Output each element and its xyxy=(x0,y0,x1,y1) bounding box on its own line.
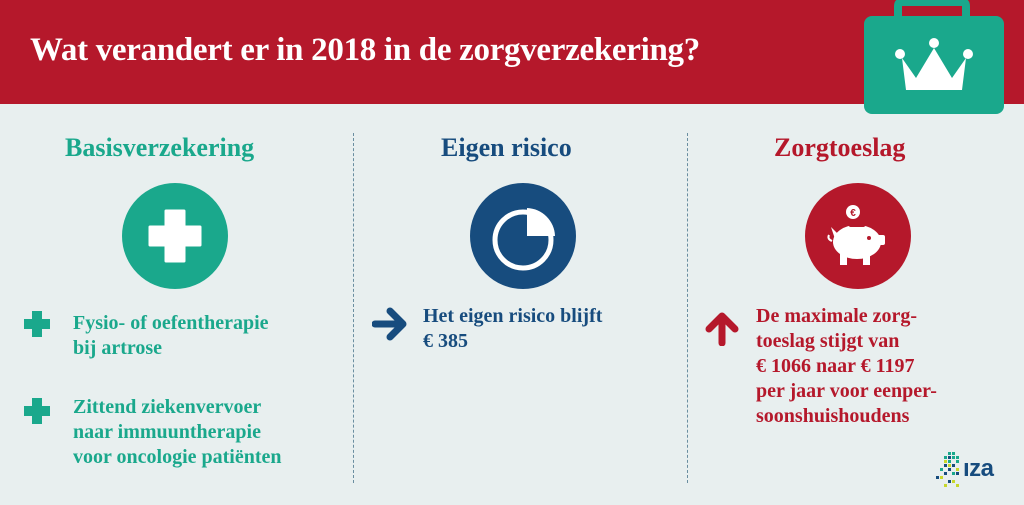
column-title-eigen-risico: Eigen risico xyxy=(441,133,572,162)
column-divider xyxy=(353,133,354,483)
plus-icon xyxy=(24,311,50,337)
bullet-line: € 1066 naar € 1197 xyxy=(756,355,915,377)
bullet-text: Fysio- of oefentherapie bij artrose xyxy=(73,311,269,361)
bullet-line: De maximale zorg- xyxy=(756,305,918,327)
bullet-text: De maximale zorg- toeslag stijgt van € 1… xyxy=(756,304,937,429)
column-title-zorgtoeslag: Zorgtoeslag xyxy=(774,133,906,162)
bullet-line: Zittend ziekenvervoer xyxy=(73,396,262,418)
bullet-line: voor oncologie patiënten xyxy=(73,446,282,468)
bullet-text: Het eigen risico blijft € 385 xyxy=(423,304,602,354)
bullet-line: per jaar voor eenper- xyxy=(756,380,937,402)
netherlands-dots-icon xyxy=(936,452,959,487)
piggy-bank-icon: € xyxy=(805,183,911,289)
bullet-line: Fysio- of oefentherapie xyxy=(73,312,269,334)
iza-logo: ıza xyxy=(963,455,994,482)
plus-icon xyxy=(24,398,50,424)
column-divider xyxy=(687,133,688,483)
bullet-text: Zittend ziekenvervoer naar immuuntherapi… xyxy=(73,395,282,470)
bullet-line: bij artrose xyxy=(73,337,163,359)
pie-chart-icon xyxy=(470,183,576,289)
bullet-line: soonshuishoudens xyxy=(756,405,910,427)
page-title: Wat verandert er in 2018 in de zorgverze… xyxy=(30,32,700,68)
briefcase-crown-icon xyxy=(864,0,1004,114)
bullet-line: naar immuuntherapie xyxy=(73,421,261,443)
bullet-line: toeslag stijgt van xyxy=(756,330,900,352)
header-banner xyxy=(0,0,1024,104)
column-title-basisverzekering: Basisverzekering xyxy=(65,133,255,162)
svg-text:€: € xyxy=(850,208,856,219)
bullet-line: Het eigen risico blijft xyxy=(423,305,603,327)
plus-cross-icon xyxy=(122,183,228,289)
arrow-right-icon xyxy=(372,307,407,341)
arrow-up-icon xyxy=(705,312,739,346)
bullet-line: € 385 xyxy=(423,330,468,352)
